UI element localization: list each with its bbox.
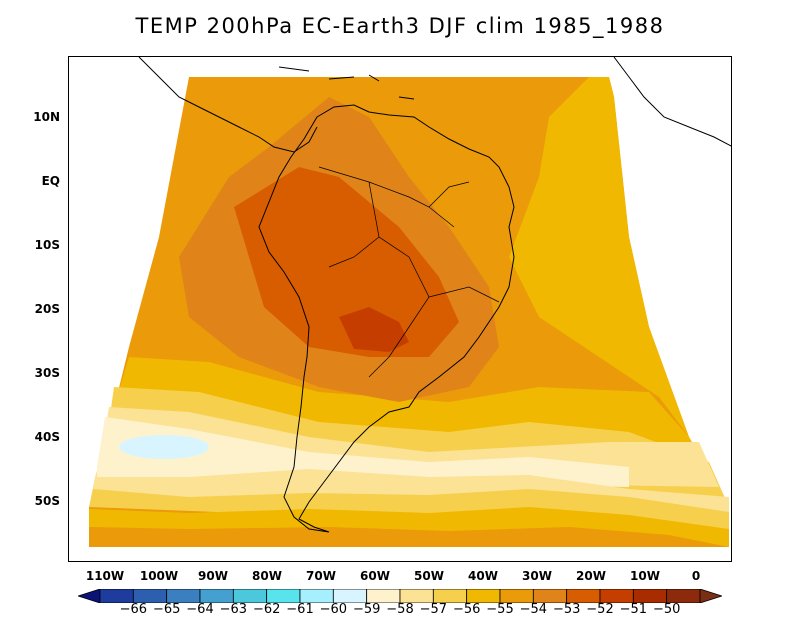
- colorbar-swatch: [299, 589, 334, 603]
- colorbar-tick-label: −54: [519, 602, 548, 617]
- colorbar-swatch: [399, 589, 434, 603]
- map-canvas: [89, 57, 731, 547]
- colorbar-tick-label: −51: [619, 602, 648, 617]
- colorbar-tick-label: −56: [452, 602, 481, 617]
- colorbar-tick-label: −59: [352, 602, 381, 617]
- colorbar-swatch: [132, 589, 168, 603]
- lon-label-80w: 80W: [252, 569, 282, 583]
- colorbar-swatch: [266, 589, 301, 603]
- colorbar-swatch: [532, 589, 568, 603]
- lon-label-0: 0: [691, 569, 701, 583]
- lon-label-110w: 110W: [85, 569, 125, 583]
- lon-label-50w: 50W: [414, 569, 444, 583]
- central-america-coastline: [138, 57, 318, 153]
- colorbar-tick-label: −57: [419, 602, 448, 617]
- lon-label-40w: 40W: [468, 569, 498, 583]
- field-region-cold-59: [119, 435, 209, 459]
- colorbar-tick-label: −63: [219, 602, 248, 617]
- lon-label-60w: 60W: [360, 569, 390, 583]
- colorbar-swatch: [166, 589, 201, 603]
- colorbar-swatch: [666, 589, 701, 603]
- lat-label-eq: EQ: [41, 174, 60, 188]
- lat-label-50s: 50S: [34, 494, 60, 508]
- field-region-band-58-south: [97, 417, 629, 487]
- colorbar-tick-label: −61: [286, 602, 314, 617]
- lat-label-10n: 10N: [33, 110, 60, 124]
- colorbar-tick-label: −55: [486, 602, 514, 617]
- colorbar-tick-label: −66: [119, 602, 148, 617]
- lat-label-40s: 40S: [34, 430, 60, 444]
- lon-label-20w: 20W: [576, 569, 606, 583]
- map-frame: [68, 56, 732, 562]
- colorbar-high-arrow: [699, 589, 722, 603]
- colorbar-tick-label: −58: [386, 602, 414, 617]
- colorbar-tick-label: −64: [186, 602, 214, 617]
- colorbar-low-arrow: [78, 589, 101, 603]
- lon-label-10w: 10W: [630, 569, 660, 583]
- south-america-coastline: [258, 104, 515, 533]
- colorbar-swatch: [499, 589, 534, 603]
- colorbar-swatch: [432, 589, 468, 603]
- colorbar-swatch: [199, 589, 234, 603]
- colorbar-swatch: [232, 589, 268, 603]
- field-region-atlantic-55: [509, 77, 689, 437]
- colorbar-swatch: [99, 589, 134, 603]
- lon-label-90w: 90W: [198, 569, 228, 583]
- lat-label-20s: 20S: [34, 302, 60, 316]
- country-borders: [318, 166, 500, 378]
- colorbar-tick-label: −60: [319, 602, 348, 617]
- field-region-warm-52: [234, 167, 459, 357]
- colorbar-swatch: [332, 589, 368, 603]
- colorbar-tick-label: −53: [552, 602, 581, 617]
- lat-label-30s: 30S: [34, 366, 60, 380]
- colorbar-tick-label: −62: [252, 602, 281, 617]
- colorbar: [78, 589, 722, 603]
- lat-label-10s: 10S: [34, 238, 60, 252]
- colorbar-tick-label: −52: [586, 602, 614, 617]
- lon-label-100w: 100W: [139, 569, 179, 583]
- field-region-warm-51: [339, 307, 409, 352]
- colorbar-swatch: [466, 589, 501, 603]
- africa-coastline: [613, 57, 731, 147]
- plot-title: TEMP 200hPa EC-Earth3 DJF clim 1985_1988: [135, 14, 665, 38]
- colorbar-swatch: [599, 589, 634, 603]
- colorbar-swatch: [632, 589, 668, 603]
- field-region-band-54-bottom: [89, 527, 729, 547]
- colorbar-tick-label: −50: [652, 602, 681, 617]
- lon-label-70w: 70W: [306, 569, 336, 583]
- lon-label-30w: 30W: [522, 569, 552, 583]
- caribbean-islands: [278, 66, 415, 100]
- colorbar-tick-label: −65: [152, 602, 181, 617]
- colorbar-swatch: [366, 589, 401, 603]
- colorbar-swatch: [566, 589, 601, 603]
